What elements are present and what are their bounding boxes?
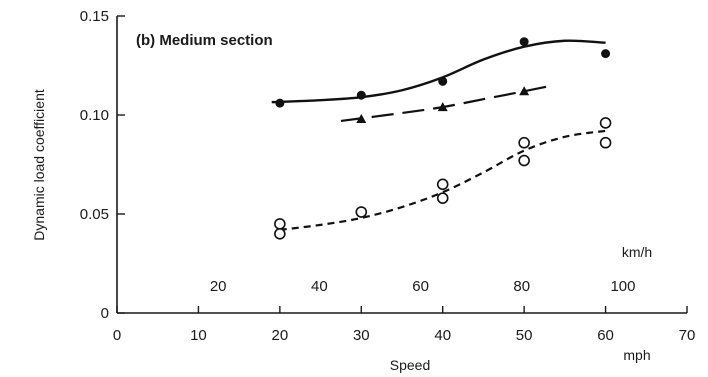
data-point-open-circle [274, 228, 286, 240]
data-point-open-circle [518, 136, 530, 149]
secondary-x-tick-label: 40 [311, 278, 328, 295]
x-tick-label: 40 [434, 327, 451, 344]
data-point-open-circle [599, 117, 612, 129]
axes [116, 16, 687, 314]
data-point-filled-circle [519, 37, 529, 47]
data-point-open-circle [436, 178, 449, 191]
data-point-filled-circle [601, 49, 611, 59]
y-tick-label: 0.05 [80, 206, 109, 223]
data-point-open-circle [274, 218, 286, 230]
x-tick-label: 0 [113, 327, 121, 344]
y-tick-label: 0.10 [80, 107, 109, 124]
data-point-filled-circle [438, 76, 448, 86]
data-markers [274, 37, 612, 240]
secondary-x-tick-label: 60 [412, 278, 429, 295]
series-curve-solid [271, 39, 606, 104]
x-tick-label: 50 [516, 327, 533, 344]
data-point-filled-triangle [519, 86, 530, 96]
x-unit-label: mph [623, 347, 650, 363]
data-point-filled-triangle [437, 102, 448, 112]
y-tick-label: 0 [101, 305, 109, 322]
data-point-open-circle [436, 192, 449, 204]
secondary-x-tick-group: 20 40 60 80 100 [210, 278, 636, 295]
secondary-x-tick-label: 20 [210, 278, 227, 295]
y-tick-label: 0.15 [80, 8, 109, 25]
y-axis-label: Dynamic load coefficient [31, 89, 47, 241]
data-point-open-circle [355, 206, 368, 218]
series-curve-dashed [340, 85, 549, 123]
secondary-x-tick-label: 80 [513, 278, 530, 295]
data-point-open-circle [599, 136, 612, 149]
data-point-filled-triangle [356, 113, 367, 123]
x-tick-label: 10 [190, 327, 207, 344]
y-tick-group: 0 0.05 0.10 0.15 [80, 8, 125, 322]
x-tick-group: 0 10 20 30 40 50 60 70 [113, 306, 696, 344]
x-tick-label: 20 [272, 327, 289, 344]
data-point-filled-circle [356, 90, 366, 100]
x-tick-label: 70 [679, 327, 696, 344]
x-tick-label: 30 [353, 327, 370, 344]
x-tick-label: 60 [597, 327, 614, 344]
secondary-x-unit-label: km/h [622, 244, 652, 260]
x-axis-label: Speed [390, 357, 430, 373]
panel-title: (b) Medium section [136, 32, 273, 49]
secondary-x-tick-label: 100 [610, 278, 635, 295]
series-curve-short-dashed [279, 129, 606, 231]
data-point-open-circle [518, 154, 530, 167]
data-point-filled-circle [275, 98, 285, 108]
